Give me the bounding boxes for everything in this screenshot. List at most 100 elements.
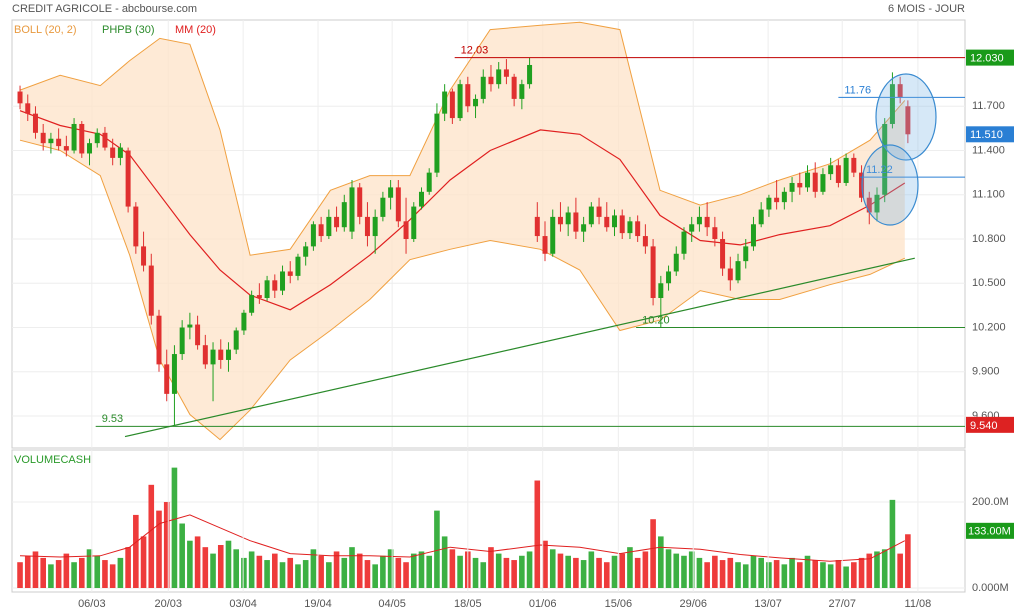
volume-bar: [820, 562, 826, 588]
candle-body: [164, 364, 170, 394]
candle-body: [473, 98, 479, 107]
candle-body: [727, 268, 733, 281]
volume-bar: [549, 549, 556, 588]
candle-body: [781, 191, 787, 203]
candle-body: [750, 224, 756, 247]
candle-body: [696, 216, 702, 225]
volume-bar: [658, 536, 664, 588]
volume-bar: [742, 564, 749, 588]
candle-body: [403, 221, 409, 240]
volume-bar: [55, 560, 62, 588]
candle-body: [56, 138, 62, 147]
candle-body: [805, 172, 811, 188]
volume-tag: [966, 522, 1014, 539]
candle-body: [596, 206, 602, 217]
volume-bar: [171, 467, 178, 588]
candle-body: [434, 113, 440, 173]
volume-bar: [634, 557, 641, 588]
volume-bar: [611, 555, 618, 588]
bollinger-fill: [20, 22, 905, 440]
y-tick-label: 0.000M: [972, 582, 1009, 594]
candle-body: [449, 91, 455, 119]
volume-bar: [163, 502, 170, 588]
volume-bar: [866, 553, 873, 588]
candle-body: [94, 132, 100, 144]
candle-body: [828, 165, 834, 175]
candle-body: [627, 221, 633, 234]
volume-bar: [418, 551, 425, 588]
volume-bar: [217, 545, 224, 588]
volume-bar: [673, 553, 680, 588]
volume-bar: [372, 564, 378, 588]
candle-body: [202, 345, 208, 365]
candle-body: [241, 312, 247, 331]
volume-bar: [194, 536, 201, 588]
x-tick-label: 01/06: [529, 598, 557, 610]
volume-bar: [735, 562, 741, 588]
volume-bar: [40, 557, 46, 588]
candle-body: [503, 69, 509, 77]
volume-bar: [457, 555, 463, 588]
x-tick-label: 15/06: [605, 598, 633, 610]
volume-bar: [133, 514, 139, 588]
volume-bar: [650, 519, 656, 588]
candle-body: [148, 265, 154, 316]
volume-bar: [503, 557, 510, 588]
candle-body: [326, 216, 332, 237]
volume-bar: [156, 510, 162, 588]
volume-bar: [326, 562, 332, 588]
candle-body: [225, 349, 231, 360]
volume-bar: [86, 549, 93, 588]
volume-bar: [434, 510, 440, 588]
volume-bar: [71, 562, 77, 588]
candle-body: [889, 84, 895, 124]
x-tick-label: 27/07: [828, 598, 856, 610]
x-tick-label: 29/06: [679, 598, 707, 610]
volume-bar: [480, 562, 487, 588]
candle-body: [280, 271, 286, 291]
candle-body: [774, 197, 780, 203]
candle-body: [341, 202, 347, 228]
candle-body: [650, 246, 656, 299]
candle-body: [256, 295, 262, 299]
x-tick-label: 19/04: [304, 598, 332, 610]
volume-bar: [426, 555, 433, 588]
volume-bar: [410, 553, 417, 588]
volume-bar: [495, 553, 502, 588]
volume-bar: [688, 551, 695, 588]
candle-body: [79, 123, 85, 154]
x-tick-label: 18/05: [454, 598, 482, 610]
candle-body: [125, 150, 131, 207]
candle-body: [179, 327, 185, 355]
volume-bar: [905, 534, 911, 588]
level-label: 11.22: [866, 164, 893, 176]
volume-bar: [449, 549, 456, 588]
volume-bar: [665, 549, 672, 588]
candle-body: [171, 354, 177, 394]
candle-body: [743, 246, 749, 262]
volume-bar: [140, 536, 147, 588]
volume-bar: [364, 560, 371, 588]
y-tick-label: 11.700: [972, 100, 1005, 112]
volume-bar: [202, 547, 209, 588]
volume-bar: [117, 557, 124, 588]
volume-bar: [125, 547, 131, 588]
volume-bar: [302, 560, 309, 588]
volume-bar: [835, 560, 842, 588]
y-tick-label: 9.900: [972, 366, 1000, 378]
price-tag: [966, 416, 1014, 433]
candle-body: [334, 216, 340, 228]
candle-body: [905, 106, 911, 135]
volume-bar: [758, 557, 764, 588]
candle-body: [310, 224, 316, 247]
volume-bar: [588, 551, 595, 588]
legend-phpb: PHPB (30): [102, 24, 155, 36]
candle-body: [573, 212, 579, 232]
candle-body: [249, 295, 255, 313]
volume-bar: [441, 536, 448, 588]
volume-bar: [341, 557, 348, 588]
volume-bar: [681, 555, 687, 588]
candle-body: [110, 147, 116, 158]
price-tag: [966, 49, 1014, 66]
candle-body: [17, 91, 23, 104]
